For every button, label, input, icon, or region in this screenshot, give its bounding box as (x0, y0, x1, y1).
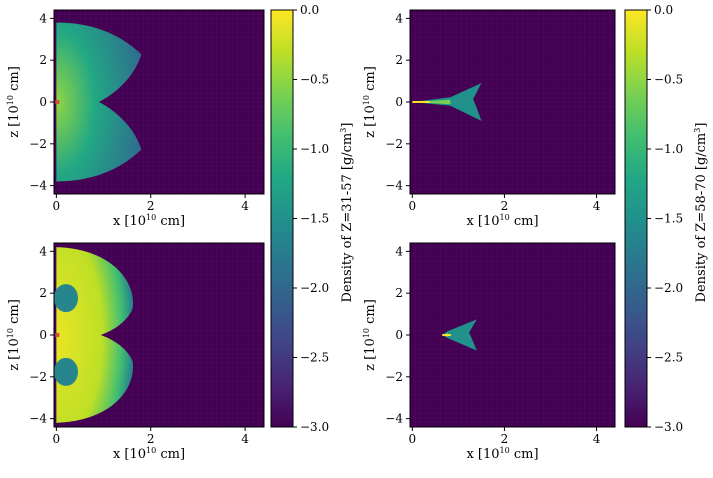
colorbar-tick-label: −1.5 (654, 212, 683, 226)
y-axis-label: z [1010 cm] (6, 299, 22, 371)
y-axis-label: z [1010 cm] (6, 66, 22, 138)
y-tick-label: −4 (385, 179, 403, 193)
y-tick-label: 2 (395, 286, 403, 300)
x-axis-label: x [1010 cm] (466, 446, 538, 462)
origin-marker (55, 333, 60, 337)
x-tick-label: 0 (53, 199, 61, 213)
colorbar-tick-label: −0.5 (654, 73, 683, 87)
cavity-upper (54, 284, 79, 313)
y-tick-label: 2 (39, 286, 47, 300)
y-tick-label: −2 (385, 137, 403, 151)
colorbar-tick-label: −2.5 (300, 351, 329, 365)
colorbar-label: Density of Z=31-57 [g/cm3] (339, 123, 355, 303)
x-tick-label: 0 (53, 432, 61, 446)
colorbar-tick-label: −3.0 (654, 420, 683, 434)
y-axis-label: z [1010 cm] (362, 66, 378, 138)
y-tick-label: −4 (29, 179, 47, 193)
y-tick-label: −2 (385, 370, 403, 384)
panel-top-left: 0 2 4 −4 −2 0 2 4 x [1010 cm] z [1010 cm] (6, 9, 265, 229)
colorbar-scale (624, 9, 648, 428)
x-tick-label: 0 (408, 432, 416, 446)
colorbar-tick-label: −1.0 (300, 142, 329, 156)
y-tick-label: −2 (29, 137, 47, 151)
x-axis-label: x [1010 cm] (113, 446, 185, 462)
y-tick-label: 2 (395, 53, 403, 67)
panel-top-right: 0 2 4 −4 −2 0 2 4 x [1010 cm] z [1010 cm] (362, 9, 616, 229)
y-tick-label: 4 (39, 11, 47, 25)
colorbar-tick-label: 0.0 (300, 3, 319, 17)
x-tick-label: 2 (147, 432, 155, 446)
y-tick-label: 2 (39, 53, 47, 67)
x-tick-label: 4 (241, 199, 249, 213)
x-tick-label: 0 (408, 199, 416, 213)
density-field (410, 10, 615, 194)
y-tick-label: −4 (385, 412, 403, 426)
y-tick-label: 4 (39, 244, 47, 258)
colorbar-right: 0.0 −0.5 −1.0 −1.5 −2.0 −2.5 −3.0 Density of Z=… (624, 3, 709, 434)
y-tick-label: 0 (395, 95, 403, 109)
cavity-lower (54, 357, 79, 386)
y-tick-label: −2 (29, 370, 47, 384)
colorbar-tick-label: −1.5 (300, 212, 329, 226)
panel-bottom-right: 0 2 4 −4 −2 0 2 4 x [1010 cm] z [1010 cm] (362, 242, 616, 462)
origin-marker (55, 100, 60, 104)
x-tick-label: 2 (501, 432, 509, 446)
x-tick-label: 4 (593, 432, 601, 446)
y-tick-label: −4 (29, 412, 47, 426)
x-axis-label: x [1010 cm] (113, 213, 185, 229)
colorbar-tick-label: −2.0 (654, 281, 683, 295)
y-tick-label: 4 (395, 11, 403, 25)
colorbar-label: Density of Z=58-70 [g/cm3] (693, 123, 709, 303)
jet-core (412, 99, 451, 105)
colorbar-scale (270, 9, 294, 428)
density-field (54, 243, 264, 427)
colorbar-left: 0.0 −0.5 −1.0 −1.5 −2.0 −2.5 −3.0 Density of Z=… (270, 3, 355, 434)
colorbar-tick-label: −2.5 (654, 351, 683, 365)
x-tick-label: 4 (241, 432, 249, 446)
ejecta-region (56, 22, 142, 182)
y-tick-label: 4 (395, 244, 403, 258)
y-axis-label: z [1010 cm] (362, 299, 378, 371)
colorbar-tick-label: −0.5 (300, 73, 329, 87)
y-tick-label: 0 (39, 328, 47, 342)
y-tick-label: 0 (395, 328, 403, 342)
panel-bottom-left: 0 2 4 −4 −2 0 2 4 x [1010 cm] z [1010 cm] (6, 242, 265, 462)
density-field (410, 243, 615, 427)
colorbar-tick-label: 0.0 (654, 3, 673, 17)
colorbar-tick-label: −3.0 (300, 420, 329, 434)
x-axis-label: x [1010 cm] (466, 213, 538, 229)
x-tick-label: 2 (147, 199, 155, 213)
colorbar-tick-label: −2.0 (300, 281, 329, 295)
jet-region (442, 319, 477, 351)
colorbar-tick-label: −1.0 (654, 142, 683, 156)
x-tick-label: 2 (501, 199, 509, 213)
x-tick-label: 4 (593, 199, 601, 213)
y-tick-label: 0 (39, 95, 47, 109)
density-field (54, 10, 264, 194)
